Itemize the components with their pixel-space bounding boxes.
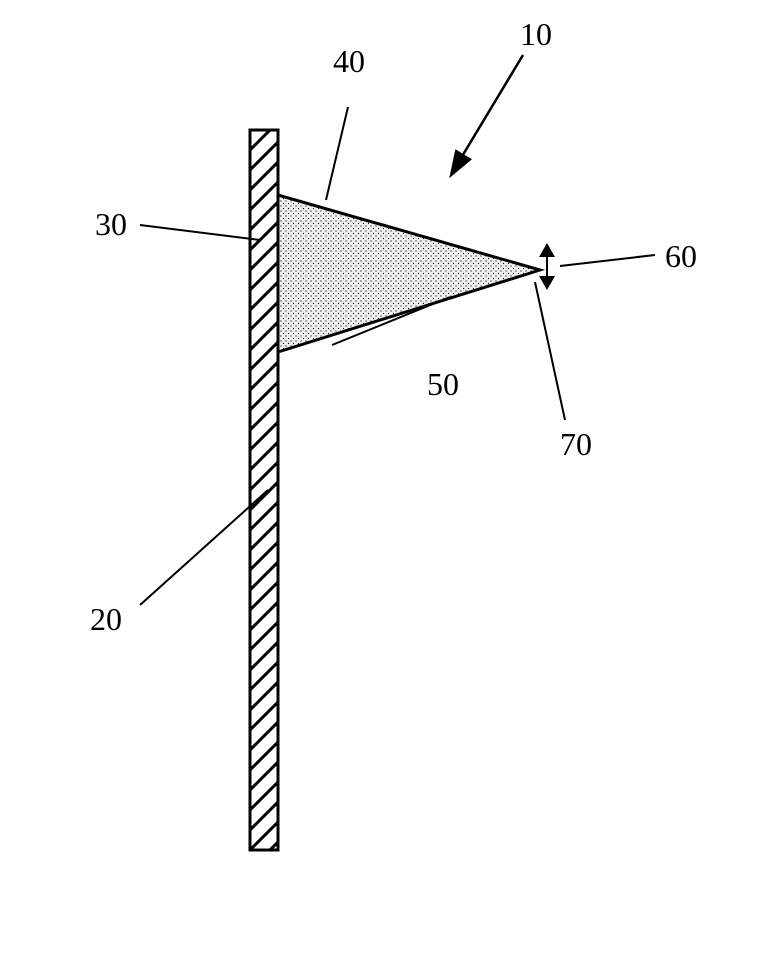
label-70: 70 bbox=[560, 426, 592, 462]
label-50: 50 bbox=[427, 366, 459, 402]
hatched-bar bbox=[250, 130, 278, 850]
leader-l40 bbox=[326, 107, 348, 200]
label-20: 20 bbox=[90, 601, 122, 637]
triangle-body bbox=[278, 195, 540, 352]
double-arrow-head-up bbox=[539, 243, 555, 257]
arrowhead-10 bbox=[450, 150, 471, 177]
label-10: 10 bbox=[520, 16, 552, 52]
label-40: 40 bbox=[333, 43, 365, 79]
leader-10-shaft bbox=[455, 55, 523, 168]
leader-l30 bbox=[140, 225, 260, 240]
double-arrow-head-down bbox=[539, 276, 555, 290]
label-60: 60 bbox=[665, 238, 697, 274]
leader-l60 bbox=[560, 255, 655, 266]
label-30: 30 bbox=[95, 206, 127, 242]
patent-figure: 40 10 30 60 50 70 20 bbox=[0, 0, 766, 953]
leader-l70 bbox=[535, 282, 565, 420]
